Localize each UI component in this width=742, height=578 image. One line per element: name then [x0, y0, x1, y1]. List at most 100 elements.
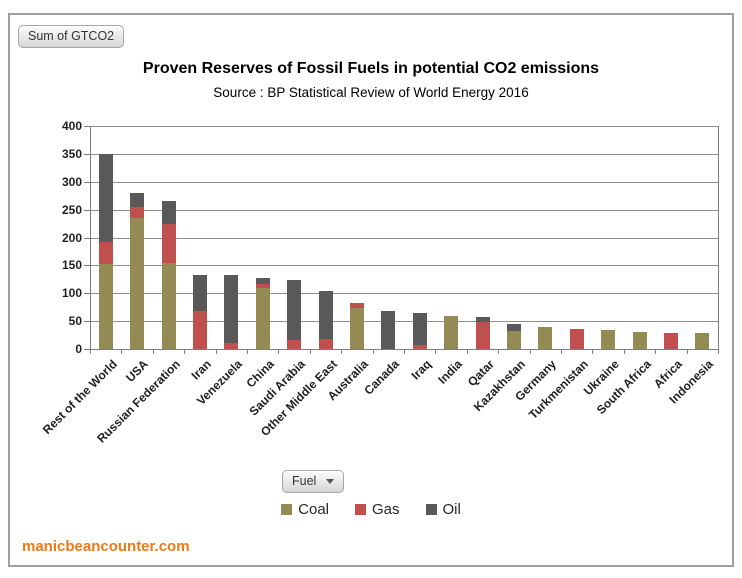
- legend-item-oil[interactable]: Oil: [425, 501, 461, 518]
- bar-segment-oil-china[interactable]: [255, 278, 270, 284]
- bar-segment-gas-iraq[interactable]: [412, 345, 427, 349]
- bar-segment-gas-iran[interactable]: [192, 311, 207, 349]
- gridline-300: [90, 181, 718, 183]
- legend-label-coal: Coal: [298, 501, 329, 518]
- y-tick-0: [84, 349, 90, 350]
- x-tick-1: [121, 349, 123, 354]
- bar-segment-oil-canada[interactable]: [381, 311, 396, 349]
- y-axis-label-400: 400: [61, 119, 82, 133]
- bar-segment-coal-kazakhstan[interactable]: [506, 330, 521, 349]
- bar-segment-oil-rest-of-the-world[interactable]: [98, 153, 113, 242]
- fuel-field-button-label: Fuel: [292, 474, 317, 488]
- bar-segment-coal-usa[interactable]: [130, 217, 145, 349]
- y-tick-150: [84, 265, 90, 267]
- bar-segment-coal-rest-of-the-world[interactable]: [98, 264, 113, 349]
- y-tick-400: [84, 126, 90, 127]
- bar-segment-coal-india[interactable]: [444, 315, 459, 349]
- y-axis-label-300: 300: [61, 174, 82, 189]
- x-tick-19: [686, 349, 688, 354]
- bar-segment-gas-russian-federation[interactable]: [161, 223, 176, 263]
- chart-title: Proven Reserves of Fossil Fuels in poten…: [142, 60, 600, 77]
- x-tick-18: [655, 349, 657, 354]
- y-axis-label-0: 0: [75, 342, 82, 356]
- legend-item-coal[interactable]: Coal: [281, 501, 329, 518]
- bar-segment-oil-russian-federation[interactable]: [161, 201, 176, 224]
- site-link[interactable]: manicbeancounter.com: [22, 538, 190, 555]
- plot-right-border: [718, 126, 719, 349]
- chart-legend: Coal Gas Oil: [10, 501, 732, 518]
- bar-segment-coal-ukraine[interactable]: [601, 330, 616, 349]
- chart-subtitle: Source : BP Statistical Review of World …: [213, 85, 529, 100]
- bar-segment-oil-usa[interactable]: [130, 192, 145, 207]
- bar-segment-coal-south-africa[interactable]: [632, 332, 647, 349]
- y-tick-300: [84, 181, 90, 183]
- chevron-down-icon: [326, 478, 335, 484]
- bar-segment-gas-turkmenistan[interactable]: [569, 329, 584, 349]
- y-axis-label-50: 50: [68, 314, 82, 329]
- gridline-50: [90, 321, 718, 323]
- gridline-150: [90, 265, 718, 267]
- x-tick-6: [278, 349, 280, 354]
- y-tick-250: [84, 209, 90, 211]
- bar-segment-coal-russian-federation[interactable]: [161, 262, 176, 349]
- bar-segment-gas-africa[interactable]: [663, 332, 678, 349]
- bar-segment-gas-usa[interactable]: [130, 206, 145, 218]
- pivot-field-button-sum-of-gtco2[interactable]: Sum of GTCO2: [18, 25, 125, 48]
- bar-segment-gas-china[interactable]: [255, 283, 270, 288]
- gridline-350: [90, 153, 718, 155]
- bar-segment-gas-venezuela[interactable]: [224, 343, 239, 349]
- x-tick-5: [247, 349, 248, 354]
- legend-swatch-coal: [281, 504, 293, 515]
- y-tick-50: [84, 321, 90, 323]
- bar-segment-gas-rest-of-the-world[interactable]: [98, 241, 113, 265]
- x-tick-15: [561, 349, 562, 354]
- legend-swatch-gas: [355, 504, 366, 515]
- bar-segment-gas-other-middle-east[interactable]: [318, 338, 333, 349]
- y-axis-label-100: 100: [61, 286, 82, 301]
- y-axis-line: [90, 126, 91, 349]
- x-tick-13: [498, 349, 500, 354]
- gridline-250: [90, 209, 718, 211]
- x-tick-14: [529, 349, 531, 354]
- bar-segment-gas-qatar[interactable]: [475, 322, 490, 349]
- bar-segment-coal-china[interactable]: [255, 287, 270, 349]
- legend-label-oil: Oil: [442, 501, 461, 518]
- bar-segment-coal-germany[interactable]: [538, 326, 553, 349]
- legend-swatch-oil: [425, 504, 437, 515]
- bar-segment-gas-saudi-arabia[interactable]: [287, 339, 302, 349]
- x-tick-0: [90, 349, 91, 354]
- x-tick-10: [404, 349, 405, 354]
- bar-segment-coal-australia[interactable]: [349, 308, 364, 349]
- x-tick-12: [466, 349, 468, 354]
- y-axis-label-350: 350: [61, 146, 82, 161]
- x-tick-16: [592, 349, 594, 354]
- bar-segment-coal-indonesia[interactable]: [695, 332, 710, 349]
- x-tick-3: [184, 349, 186, 354]
- bar-segment-oil-iran[interactable]: [192, 274, 207, 312]
- x-tick-17: [623, 349, 625, 354]
- bar-segment-oil-kazakhstan[interactable]: [506, 324, 521, 331]
- y-tick-200: [84, 237, 90, 239]
- bar-segment-oil-saudi-arabia[interactable]: [287, 279, 302, 340]
- x-tick-7: [309, 349, 311, 354]
- x-tick-2: [152, 349, 154, 354]
- y-axis-label-250: 250: [61, 202, 82, 217]
- y-axis-label-200: 200: [61, 230, 82, 245]
- gridline-100: [90, 293, 718, 295]
- pivot-field-button-label: Sum of GTCO2: [28, 29, 115, 43]
- bar-segment-oil-other-middle-east[interactable]: [318, 291, 333, 339]
- bar-segment-oil-venezuela[interactable]: [224, 274, 239, 344]
- legend-label-gas: Gas: [372, 501, 400, 518]
- fuel-field-button[interactable]: Fuel: [282, 470, 345, 493]
- gridline-200: [90, 237, 718, 239]
- chart-panel: Sum of GTCO2 Proven Reserves of Fossil F…: [8, 13, 734, 567]
- bar-segment-oil-qatar[interactable]: [475, 316, 490, 323]
- y-tick-350: [84, 153, 90, 155]
- y-tick-100: [84, 293, 90, 295]
- x-tick-4: [215, 349, 217, 354]
- bar-segment-gas-australia[interactable]: [349, 302, 364, 309]
- legend-item-gas[interactable]: Gas: [355, 501, 400, 518]
- bar-segment-oil-iraq[interactable]: [412, 313, 427, 346]
- x-tick-9: [372, 349, 374, 354]
- x-tick-8: [341, 349, 343, 354]
